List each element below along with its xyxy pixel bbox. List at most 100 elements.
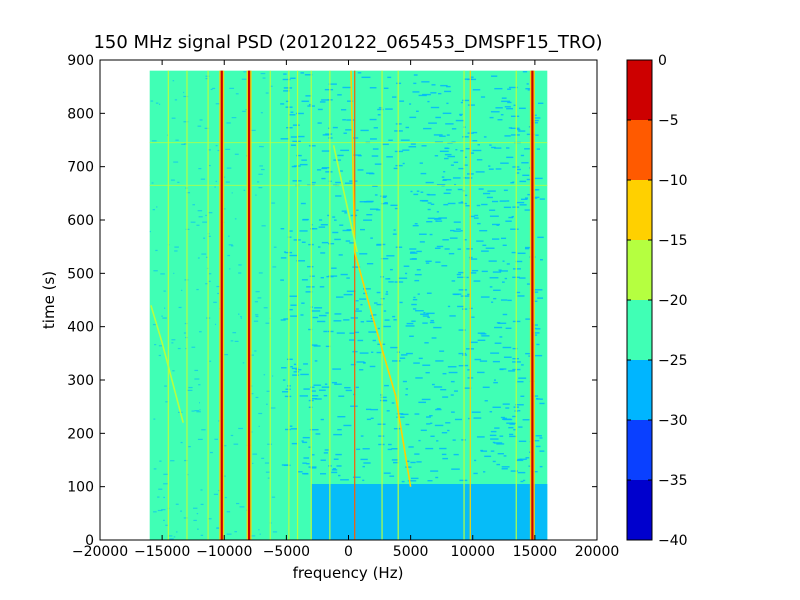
- heatmap-speckle: [290, 111, 294, 113]
- heatmap-speckle: [301, 159, 307, 161]
- heatmap-speckle: [365, 408, 372, 411]
- heatmap-speckle: [401, 480, 405, 483]
- heatmap-drift-trace: [350, 70, 412, 487]
- heatmap-speckle: [441, 176, 445, 178]
- heatmap-speckle: [436, 407, 441, 410]
- heatmap-speckle: [481, 203, 488, 206]
- heatmap-speckle: [458, 364, 464, 367]
- heatmap-speckle: [152, 209, 155, 211]
- heatmap-speckle: [223, 208, 226, 210]
- heatmap-speckle: [207, 518, 212, 520]
- heatmap-speckle: [170, 460, 175, 462]
- heatmap-speckle: [472, 140, 478, 142]
- y-tick-label: 900: [67, 53, 94, 69]
- heatmap-speckle: [198, 216, 203, 218]
- heatmap-speckle: [235, 93, 239, 95]
- heatmap-speckle: [385, 293, 389, 295]
- heatmap-speckle: [457, 248, 462, 250]
- heatmap-speckle: [355, 386, 359, 389]
- heatmap-speckle: [360, 458, 368, 461]
- heatmap-speckle: [407, 480, 417, 482]
- heatmap-speckle: [322, 134, 330, 136]
- heatmap-speckle: [497, 452, 504, 455]
- heatmap-speckle: [383, 310, 387, 312]
- heatmap-speckle: [454, 390, 458, 392]
- heatmap-speckle: [255, 314, 259, 316]
- heatmap-speckle: [433, 326, 442, 329]
- heatmap-speckle: [477, 371, 485, 374]
- heatmap-speckle: [488, 260, 497, 262]
- heatmap-speckle: [508, 216, 514, 219]
- heatmap-speckle: [431, 337, 437, 339]
- heatmap-speckle: [402, 380, 407, 383]
- heatmap-speckle: [197, 125, 202, 127]
- heatmap-speckle: [477, 339, 486, 341]
- heatmap-speckle: [464, 387, 472, 389]
- heatmap-speckle: [473, 280, 481, 282]
- heatmap-speckle: [346, 100, 354, 102]
- heatmap-speckle: [164, 385, 167, 387]
- heatmap-speckle: [332, 368, 342, 370]
- heatmap-speckle: [157, 496, 160, 498]
- heatmap-speckle: [197, 438, 203, 441]
- heatmap-speckle: [453, 221, 461, 223]
- heatmap-speckle: [457, 188, 463, 191]
- colorbar-segment: [627, 420, 652, 480]
- heatmap-speckle: [505, 407, 510, 409]
- heatmap-speckle: [464, 177, 473, 179]
- heatmap-speckle: [366, 418, 371, 421]
- heatmap-speckle: [163, 483, 168, 485]
- heatmap-speckle: [303, 457, 310, 459]
- heatmap-speckle: [159, 460, 162, 462]
- heatmap-speckle: [259, 165, 264, 167]
- heatmap-speckle: [409, 252, 418, 254]
- heatmap-speckle: [522, 71, 528, 73]
- heatmap-speckle: [408, 146, 417, 148]
- heatmap-speckle: [208, 149, 211, 151]
- y-tick-label: 600: [67, 213, 94, 229]
- heatmap-speckle: [174, 246, 179, 248]
- heatmap-speckle: [165, 524, 168, 526]
- heatmap-speckle: [331, 267, 337, 269]
- heatmap-speckle: [439, 135, 446, 137]
- heatmap-speckle: [359, 253, 368, 255]
- heatmap-speckle: [338, 474, 341, 477]
- heatmap-speckle: [217, 149, 220, 152]
- heatmap-speckle: [426, 416, 431, 418]
- heatmap-speckle: [520, 154, 525, 157]
- heatmap-speckle: [362, 288, 371, 290]
- heatmap-speckle: [272, 266, 277, 268]
- heatmap-speckle: [369, 118, 377, 121]
- heatmap-speckle: [262, 77, 266, 79]
- heatmap-speckle: [517, 252, 526, 255]
- heatmap-speckle: [319, 473, 327, 475]
- heatmap-speckle: [516, 172, 520, 174]
- heatmap-speckle: [522, 174, 530, 177]
- heatmap-speckle: [472, 89, 481, 91]
- heatmap-speckle: [481, 270, 488, 273]
- heatmap-speckle: [425, 260, 432, 263]
- heatmap-speckle: [379, 399, 387, 402]
- heatmap-speckle: [241, 78, 247, 80]
- heatmap-speckle: [226, 167, 232, 169]
- heatmap-speckle: [229, 87, 235, 89]
- heatmap-speckle: [453, 230, 461, 232]
- heatmap-speckle: [208, 273, 212, 275]
- heatmap-speckle: [290, 144, 296, 146]
- heatmap-speckle: [492, 441, 496, 444]
- heatmap-speckle: [234, 218, 237, 220]
- heatmap-speckle: [201, 253, 207, 255]
- heatmap-speckle: [194, 369, 199, 372]
- heatmap-speckle: [376, 303, 384, 306]
- heatmap-speckle: [419, 162, 423, 164]
- heatmap-speckle: [467, 78, 477, 81]
- heatmap-speckle: [418, 233, 427, 235]
- heatmap-speckle: [357, 339, 364, 342]
- heatmap-speckle: [158, 354, 162, 357]
- heatmap-speckle: [411, 320, 416, 322]
- heatmap-speckle: [242, 110, 246, 113]
- heatmap-speckle: [458, 352, 467, 355]
- heatmap-speckle: [321, 167, 330, 169]
- heatmap-speckle: [376, 351, 382, 354]
- heatmap-speckle: [518, 426, 523, 428]
